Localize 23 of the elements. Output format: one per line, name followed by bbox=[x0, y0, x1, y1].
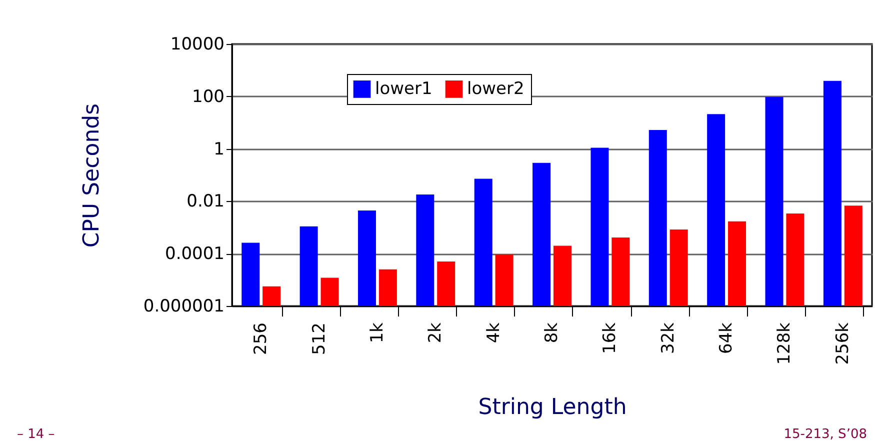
x-tick-label: 16k bbox=[600, 322, 620, 354]
x-tick-label: 1k bbox=[367, 322, 388, 344]
x-tick-label: 2k bbox=[426, 322, 446, 344]
y-tick-label: 0.0001 bbox=[165, 244, 224, 264]
x-tick-label: 512 bbox=[309, 322, 330, 355]
x-tick-label: 64k bbox=[716, 322, 737, 354]
legend-label: lower2 bbox=[467, 79, 524, 100]
y-axis-title: CPU Seconds bbox=[79, 103, 104, 248]
y-tick-label: 1 bbox=[214, 139, 224, 160]
y-tick-label: 10000 bbox=[170, 34, 224, 54]
x-tick-label: 256 bbox=[251, 322, 272, 355]
x-tick-label: 8k bbox=[542, 322, 562, 344]
x-tick-label: 4k bbox=[484, 322, 504, 344]
x-axis-title: String Length bbox=[478, 394, 627, 420]
y-tick-label: 0.01 bbox=[186, 192, 224, 212]
text: 15-213, S’08 bbox=[784, 427, 867, 442]
y-tick-label: 100 bbox=[192, 86, 224, 107]
y-tick-label: 0.000001 bbox=[143, 296, 224, 316]
legend-label: lower1 bbox=[375, 79, 432, 100]
x-tick-label: 128k bbox=[774, 322, 795, 365]
x-tick-label: 32k bbox=[658, 322, 678, 354]
x-tick-label: 256k bbox=[832, 322, 853, 365]
text: – 14 – bbox=[17, 427, 55, 442]
